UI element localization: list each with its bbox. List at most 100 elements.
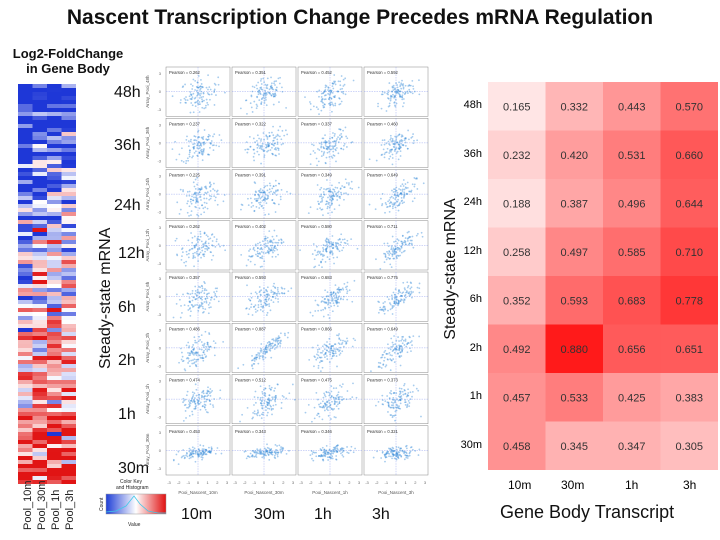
scatter-point xyxy=(272,139,275,142)
strip-cell xyxy=(18,436,33,441)
strip-cell xyxy=(32,104,48,109)
scatter-point xyxy=(324,144,327,146)
scatter-point xyxy=(398,451,401,454)
scatter-point xyxy=(184,99,187,101)
strip-cell xyxy=(61,160,76,165)
strip-cell xyxy=(18,340,33,345)
scatter-y-tick: 3 xyxy=(159,122,162,127)
scatter-panel: Pearson = 0.711 xyxy=(363,220,429,271)
scatter-point xyxy=(324,134,326,137)
scatter-point xyxy=(389,96,392,98)
strip-cell xyxy=(32,344,48,349)
scatter-point xyxy=(270,249,273,251)
scatter-point xyxy=(341,238,344,241)
scatter-point xyxy=(323,343,326,346)
scatter-point xyxy=(345,342,348,345)
scatter-point xyxy=(408,454,411,457)
scatter-point xyxy=(263,198,266,200)
scatter-point xyxy=(413,197,416,200)
scatter-point xyxy=(398,133,401,136)
strip-cell xyxy=(61,408,76,413)
scatter-panel: Pearson = 0.593 xyxy=(231,271,297,322)
strip-cell xyxy=(32,276,48,281)
scatter-point xyxy=(330,97,333,100)
scatter-point xyxy=(394,148,397,151)
scatter-point xyxy=(278,292,281,295)
scatter-point xyxy=(207,133,210,136)
strip-cell xyxy=(61,392,76,397)
heatmap-cell xyxy=(660,276,718,325)
scatter-point xyxy=(394,347,397,350)
scatter-point xyxy=(399,351,402,354)
scatter-point xyxy=(330,345,333,348)
scatter-point xyxy=(322,396,325,399)
scatter-point xyxy=(375,404,377,407)
scatter-point xyxy=(405,452,408,455)
scatter-point xyxy=(380,154,383,156)
scatter-point xyxy=(336,195,338,198)
strip-cell xyxy=(47,128,62,133)
scatter-point xyxy=(256,87,259,90)
scatter-point xyxy=(264,198,267,200)
scatter-point xyxy=(270,447,273,450)
scatter-point xyxy=(263,191,266,194)
pearson-label: Pearson = 0.775 xyxy=(367,275,399,280)
scatter-point xyxy=(194,201,197,204)
scatter-point xyxy=(398,347,401,350)
scatter-point xyxy=(284,129,287,132)
scatter-point xyxy=(333,81,336,84)
scatter-point xyxy=(394,135,397,138)
scatter-point xyxy=(395,452,398,455)
strip-cell xyxy=(61,344,76,349)
scatter-point xyxy=(204,106,207,109)
scatter-point xyxy=(336,305,339,308)
scatter-point xyxy=(392,407,395,410)
scatter-point xyxy=(399,145,402,148)
scatter-point xyxy=(257,411,260,413)
scatter-point xyxy=(410,136,413,139)
scatter-point xyxy=(403,137,406,140)
scatter-point xyxy=(189,307,192,309)
strip-cell xyxy=(47,240,62,245)
scatter-point xyxy=(276,188,279,191)
scatter-point xyxy=(256,414,259,417)
scatter-point xyxy=(199,149,202,152)
scatter-point xyxy=(405,445,407,448)
scatter-point xyxy=(330,418,332,420)
scatter-point xyxy=(390,95,393,98)
scatter-point xyxy=(321,454,324,457)
scatter-point xyxy=(406,291,408,294)
strip-cell xyxy=(47,152,62,157)
scatter-point xyxy=(399,351,402,354)
scatter-point xyxy=(330,243,333,246)
scatter-point xyxy=(275,394,277,397)
scatter-point xyxy=(401,346,403,348)
scatter-point xyxy=(194,450,197,453)
scatter-point xyxy=(258,452,261,455)
strip-cell xyxy=(32,336,48,341)
scatter-point xyxy=(392,89,395,91)
scatter-point xyxy=(201,287,204,290)
scatter-point xyxy=(317,160,320,163)
scatter-point xyxy=(268,135,271,137)
scatter-point xyxy=(403,298,406,301)
scatter-point xyxy=(200,152,203,155)
scatter-point xyxy=(386,352,389,355)
strip-cell xyxy=(32,472,48,477)
scatter-point xyxy=(195,358,198,361)
scatter-point xyxy=(239,107,242,110)
scatter-point xyxy=(391,250,394,253)
scatter-point xyxy=(203,232,206,235)
scatter-point xyxy=(384,400,387,403)
scatter-panel: Pearson = 0.351 xyxy=(231,66,297,117)
scatter-point xyxy=(269,149,272,151)
scatter-point xyxy=(395,455,398,458)
scatter-point xyxy=(267,397,270,400)
scatter-point xyxy=(315,391,318,394)
scatter-point xyxy=(320,193,323,196)
strip-cell xyxy=(47,160,62,165)
scatter-point xyxy=(320,150,323,153)
scatter-point xyxy=(178,212,181,215)
scatter-point xyxy=(239,420,241,423)
strip-cell xyxy=(18,108,33,113)
